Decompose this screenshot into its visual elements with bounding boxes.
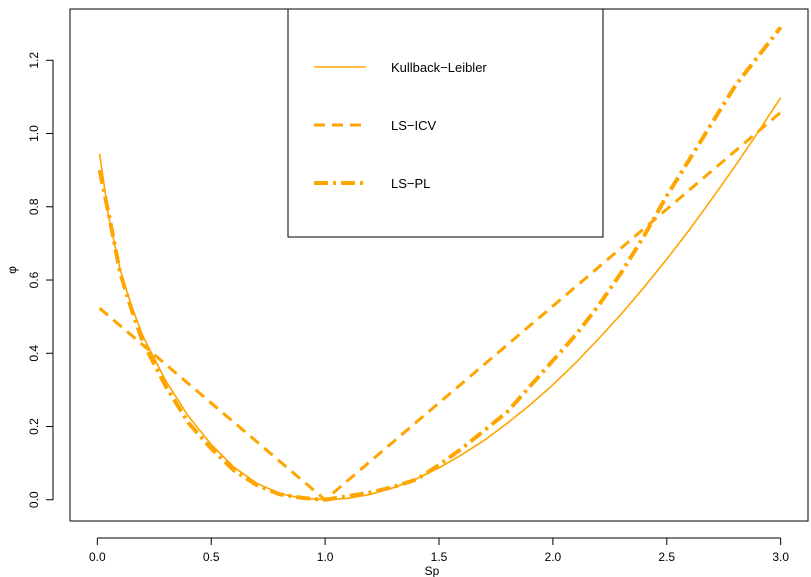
plot-area	[97, 26, 783, 502]
legend-label: LS−PL	[391, 176, 430, 191]
x-tick-label: 3.0	[772, 550, 789, 564]
legend-box	[287, 8, 604, 238]
x-tick-label: 0.5	[203, 550, 220, 564]
y-axis-title: φ	[5, 266, 19, 274]
y-tick-label: 1.0	[27, 125, 41, 142]
y-tick-label: 0.2	[27, 418, 41, 435]
x-tick-label: 0.0	[89, 550, 106, 564]
y-tick-label: 0.6	[27, 271, 41, 288]
y-tick-label: 0.0	[27, 491, 41, 508]
legend: Kullback−Leibler LS−ICV LS−PL	[287, 8, 604, 238]
x-tick-label: 1.0	[317, 550, 334, 564]
y-tick-label: 1.2	[27, 52, 41, 69]
series-line	[98, 97, 782, 501]
legend-label: Kullback−Leibler	[391, 60, 487, 75]
x-tick-label: 1.5	[431, 550, 448, 564]
axes: 0.0 0.5 1.0 1.5 2.0 2.5 3.0 0.0 0.2 0.4 0.6 0.8 1.0 1…	[27, 8, 809, 564]
x-tick-label: 2.5	[658, 550, 675, 564]
x-axis-title: Sp	[425, 564, 440, 577]
y-tick-label: 0.8	[27, 198, 41, 215]
legend-label: LS−ICV	[391, 118, 436, 133]
x-tick-label: 2.0	[545, 550, 562, 564]
series-line	[97, 26, 783, 502]
y-tick-label: 0.4	[27, 345, 41, 362]
